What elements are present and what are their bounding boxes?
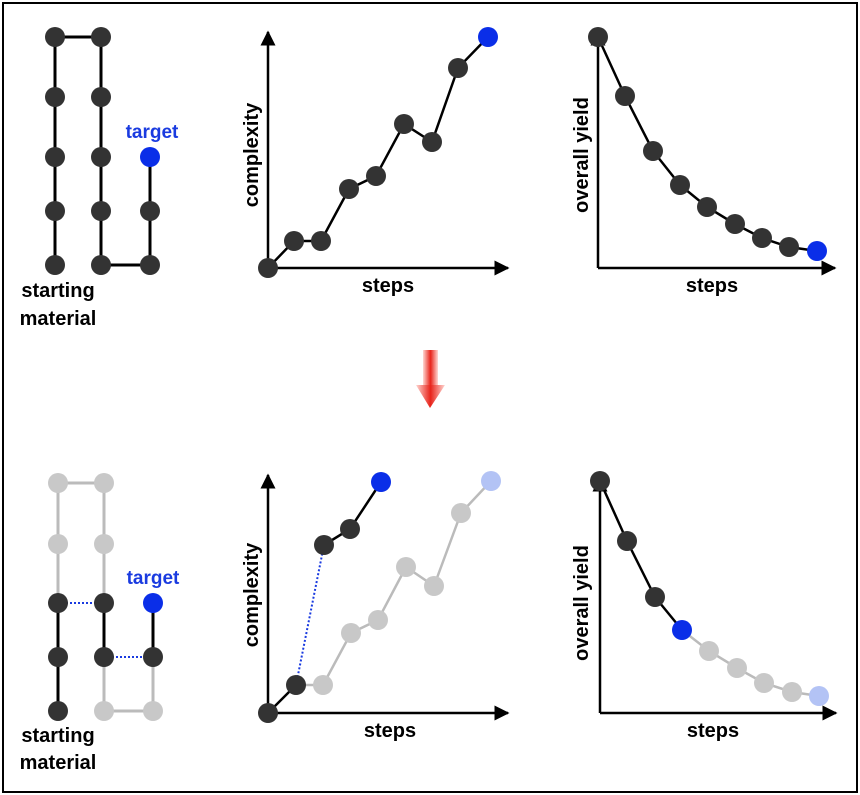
y-axis-label: complexity bbox=[241, 102, 263, 207]
faded-point bbox=[313, 675, 333, 695]
bottom-yield-plot: overall yield steps bbox=[571, 471, 838, 742]
yield-curve bbox=[596, 36, 818, 253]
data-point bbox=[284, 231, 304, 251]
route-node bbox=[45, 147, 65, 167]
data-point bbox=[752, 228, 772, 248]
target-label: target bbox=[126, 122, 179, 143]
faded-point bbox=[451, 503, 471, 523]
route-node bbox=[91, 201, 111, 221]
route-node bbox=[94, 647, 114, 667]
data-point bbox=[670, 175, 690, 195]
target-point bbox=[371, 472, 391, 492]
faded-node bbox=[94, 534, 114, 554]
top-complexity-plot: complexity steps bbox=[241, 27, 510, 297]
route-node bbox=[45, 201, 65, 221]
data-point bbox=[311, 231, 331, 251]
route-node bbox=[91, 147, 111, 167]
down-arrow-icon bbox=[416, 350, 445, 408]
y-axis-label: overall yield bbox=[571, 97, 593, 213]
faded-point bbox=[424, 576, 444, 596]
route-node bbox=[91, 255, 111, 275]
faded-point bbox=[754, 673, 774, 693]
data-point bbox=[314, 535, 334, 555]
faded-target-point bbox=[809, 686, 829, 706]
starting-material-label: starting bbox=[21, 725, 94, 747]
faded-node bbox=[94, 473, 114, 493]
data-point bbox=[286, 675, 306, 695]
target-point bbox=[807, 241, 827, 261]
data-point bbox=[643, 141, 663, 161]
faded-target-point bbox=[481, 471, 501, 491]
faded-point bbox=[782, 682, 802, 702]
route-node bbox=[45, 27, 65, 47]
route-node bbox=[48, 647, 68, 667]
data-point bbox=[779, 237, 799, 257]
yield-curve bbox=[598, 480, 683, 631]
faded-node bbox=[143, 701, 163, 721]
original-route-path bbox=[102, 657, 155, 713]
target-point bbox=[478, 27, 498, 47]
faded-node bbox=[48, 473, 68, 493]
data-point bbox=[340, 519, 360, 539]
route-node bbox=[143, 647, 163, 667]
data-point bbox=[448, 58, 468, 78]
faded-point bbox=[341, 623, 361, 643]
y-axis-label: overall yield bbox=[571, 545, 593, 661]
data-point bbox=[366, 166, 386, 186]
starting-material-label: starting bbox=[21, 280, 94, 302]
route-node bbox=[91, 27, 111, 47]
data-point bbox=[617, 531, 637, 551]
route-node bbox=[45, 255, 65, 275]
target-point bbox=[672, 620, 692, 640]
data-point bbox=[258, 258, 278, 278]
faded-node bbox=[94, 701, 114, 721]
x-axis-label: steps bbox=[686, 275, 738, 297]
faded-point bbox=[727, 658, 747, 678]
complexity-jump-dotted bbox=[295, 544, 325, 686]
target-label: target bbox=[127, 568, 180, 589]
route-node bbox=[48, 701, 68, 721]
x-axis-label: steps bbox=[687, 720, 739, 742]
route-node bbox=[140, 201, 160, 221]
bottom-complexity-plot: complexity steps bbox=[241, 471, 510, 742]
top-yield-plot: overall yield steps bbox=[571, 27, 837, 297]
starting-material-label: material bbox=[20, 752, 97, 774]
route-node bbox=[91, 87, 111, 107]
route-node bbox=[140, 255, 160, 275]
data-point bbox=[590, 471, 610, 491]
route-node bbox=[45, 87, 65, 107]
starting-material-label: material bbox=[20, 308, 97, 330]
data-point bbox=[725, 214, 745, 234]
x-axis-label: steps bbox=[364, 720, 416, 742]
route-node bbox=[48, 593, 68, 613]
data-point bbox=[394, 114, 414, 134]
data-point bbox=[422, 132, 442, 152]
data-point bbox=[258, 703, 278, 723]
data-point bbox=[615, 86, 635, 106]
target-node bbox=[143, 593, 163, 613]
top-route-diagram: target starting material bbox=[20, 27, 179, 330]
data-point bbox=[588, 27, 608, 47]
faded-node bbox=[48, 534, 68, 554]
data-point bbox=[339, 179, 359, 199]
target-node bbox=[140, 147, 160, 167]
faded-point bbox=[699, 641, 719, 661]
faded-point bbox=[368, 610, 388, 630]
y-axis-label: complexity bbox=[241, 542, 263, 647]
data-point bbox=[697, 197, 717, 217]
bottom-route-diagram: target starting material bbox=[20, 473, 180, 774]
route-node bbox=[94, 593, 114, 613]
data-point bbox=[645, 587, 665, 607]
x-axis-label: steps bbox=[362, 275, 414, 297]
faded-point bbox=[396, 557, 416, 577]
